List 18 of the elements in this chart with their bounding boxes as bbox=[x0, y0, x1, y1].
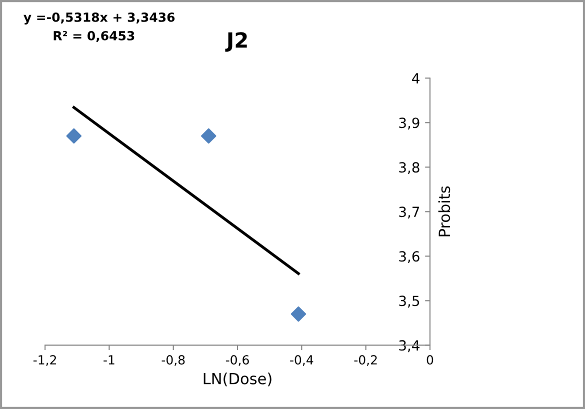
y-axis-title: Probits bbox=[438, 186, 450, 236]
x-tick-label: -1 bbox=[104, 355, 114, 364]
x-tick-label: -1,2 bbox=[33, 355, 56, 366]
x-tick-label: -0,2 bbox=[354, 355, 377, 366]
x-tick-label: -0,6 bbox=[226, 355, 249, 366]
y-tick-label: 3,8 bbox=[399, 162, 420, 174]
y-tick-label: 3,5 bbox=[399, 296, 420, 308]
x-tick-label: 0 bbox=[426, 355, 434, 365]
text: y =-0,5318x + 3,3436 bbox=[24, 12, 175, 24]
x-tick-label: -0,4 bbox=[290, 355, 314, 366]
y-tick-label: 3,9 bbox=[399, 118, 420, 130]
y-tick-label: 3,6 bbox=[399, 251, 420, 264]
chart-title: J2 bbox=[225, 32, 247, 52]
y-tick-label: 3,7 bbox=[399, 206, 420, 219]
y-tick-label: 4 bbox=[412, 73, 420, 84]
x-axis-title: LN(Dose) bbox=[204, 372, 272, 386]
text: R² = 0,6453 bbox=[54, 30, 134, 42]
x-tick-label: -0,8 bbox=[162, 355, 185, 366]
